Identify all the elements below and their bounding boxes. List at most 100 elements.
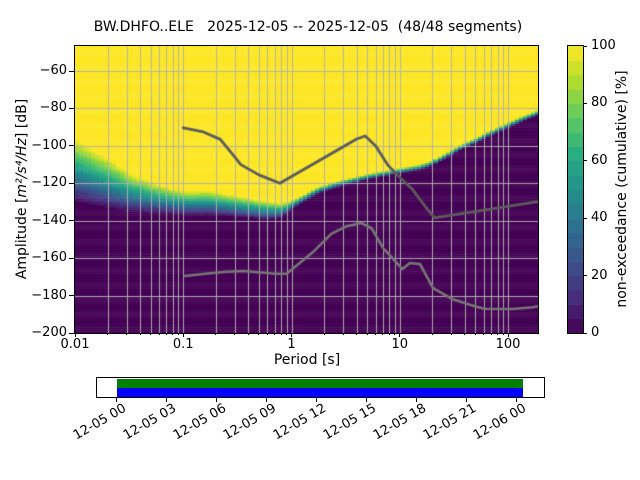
colorbar-tick-label: 80 [591, 95, 608, 111]
ppsd-heatmap-canvas [75, 46, 538, 333]
timeline-tick [266, 398, 268, 402]
x-minor-tick [474, 333, 476, 335]
x-minor-tick [388, 333, 390, 335]
y-major-tick [69, 220, 74, 222]
x-tick-label: 0.1 [172, 337, 194, 352]
x-minor-tick [158, 333, 160, 335]
colorbar-canvas [568, 46, 583, 333]
x-major-tick [291, 333, 292, 337]
timeline-tick [166, 398, 168, 402]
timeline-tick [516, 398, 518, 402]
x-major-tick [399, 333, 401, 337]
colorbar-tick-label: 40 [591, 210, 608, 226]
x-minor-tick [286, 333, 288, 335]
chart-title: BW.DHFO..ELE 2025-12-05 -- 2025-12-05 (4… [93, 19, 523, 35]
x-minor-tick [139, 333, 141, 335]
timeline-tick-label: 12-05 09 [221, 401, 280, 444]
x-tick-label: 1 [287, 337, 296, 352]
x-minor-tick [356, 333, 358, 335]
colorbar-label: non-exceedance (cumulative) [%] [614, 70, 630, 308]
timeline-tick-label: 12-05 03 [121, 401, 180, 444]
timeline-tick-label: 12-05 21 [421, 401, 480, 444]
x-minor-tick [150, 333, 152, 335]
x-minor-tick [382, 333, 384, 335]
x-major-tick [507, 333, 509, 337]
x-minor-tick [431, 333, 433, 335]
y-tick-label: −160 [31, 250, 67, 266]
y-major-tick [69, 295, 74, 297]
x-minor-tick [497, 333, 498, 335]
plot-area [74, 45, 539, 334]
x-minor-tick [266, 333, 268, 335]
timeline-tick [216, 398, 218, 402]
y-major-tick [69, 145, 74, 147]
x-major-tick [74, 333, 76, 337]
x-minor-tick [280, 333, 282, 335]
timeline-tick [316, 398, 318, 402]
timeline-tick-label: 12-05 12 [271, 401, 330, 444]
timeline-tick [466, 398, 468, 402]
x-minor-tick [215, 333, 217, 335]
colorbar-tick [583, 102, 587, 104]
y-tick-label: −80 [39, 100, 67, 116]
timeline-tick [366, 398, 368, 402]
y-major-tick [69, 182, 74, 184]
x-minor-tick [502, 333, 504, 335]
timeline-tick [416, 398, 418, 402]
colorbar-tick [583, 275, 587, 277]
colorbar-tick [583, 332, 587, 334]
x-tick-label: 100 [495, 337, 521, 352]
timeline-tick [116, 398, 118, 402]
x-minor-tick [126, 333, 128, 335]
colorbar-tick [583, 217, 587, 219]
timeline-tick-label: 12-05 18 [371, 401, 430, 444]
x-minor-tick [258, 333, 260, 335]
colorbar-tick-label: 100 [591, 38, 616, 53]
y-tick-label: −140 [31, 212, 67, 228]
y-tick-label: −100 [31, 137, 67, 153]
x-minor-tick [107, 333, 109, 335]
x-minor-tick [394, 333, 396, 335]
y-tick-label: −60 [39, 63, 67, 79]
colorbar-tick-label: 60 [591, 152, 608, 168]
y-major-tick [69, 107, 74, 109]
x-minor-tick [483, 333, 485, 335]
colorbar [567, 45, 584, 334]
x-minor-tick [450, 333, 452, 335]
colorbar-tick [583, 45, 587, 47]
y-tick-label: −120 [31, 175, 67, 191]
y-major-tick [69, 257, 74, 259]
timeline-tick-label: 12-06 00 [471, 401, 530, 444]
x-axis-label: Period [s] [273, 352, 341, 368]
timeline-data-availability-bar [117, 387, 523, 397]
x-minor-tick [274, 333, 276, 335]
x-minor-tick [165, 333, 167, 335]
x-minor-tick [234, 333, 236, 335]
x-minor-tick [247, 333, 249, 335]
timeline-tick-label: 12-05 06 [171, 401, 230, 444]
y-major-tick [69, 332, 74, 334]
timeline-coverage-bar [96, 377, 545, 398]
colorbar-tick-label: 0 [591, 325, 600, 340]
colorbar-tick [583, 160, 587, 162]
x-minor-tick [323, 333, 325, 335]
x-minor-tick [464, 333, 466, 335]
x-major-tick [182, 333, 184, 337]
x-minor-tick [375, 333, 377, 335]
timeline-used-segments-bar [117, 379, 523, 388]
y-major-tick [69, 70, 74, 72]
x-tick-label: 0.01 [60, 337, 90, 352]
x-minor-tick [172, 333, 174, 335]
y-tick-label: −180 [31, 287, 67, 303]
timeline-tick-label: 12-05 15 [321, 401, 380, 444]
x-minor-tick [366, 333, 368, 335]
x-minor-tick [342, 333, 344, 335]
x-minor-tick [490, 333, 492, 335]
y-tick-label: −200 [31, 325, 67, 340]
x-tick-label: 10 [391, 337, 409, 352]
x-minor-tick [177, 333, 179, 335]
colorbar-tick-label: 20 [591, 267, 608, 283]
timeline-tick-label: 12-05 00 [71, 401, 130, 444]
y-axis-label-prefix: Amplitude [ [14, 197, 30, 280]
